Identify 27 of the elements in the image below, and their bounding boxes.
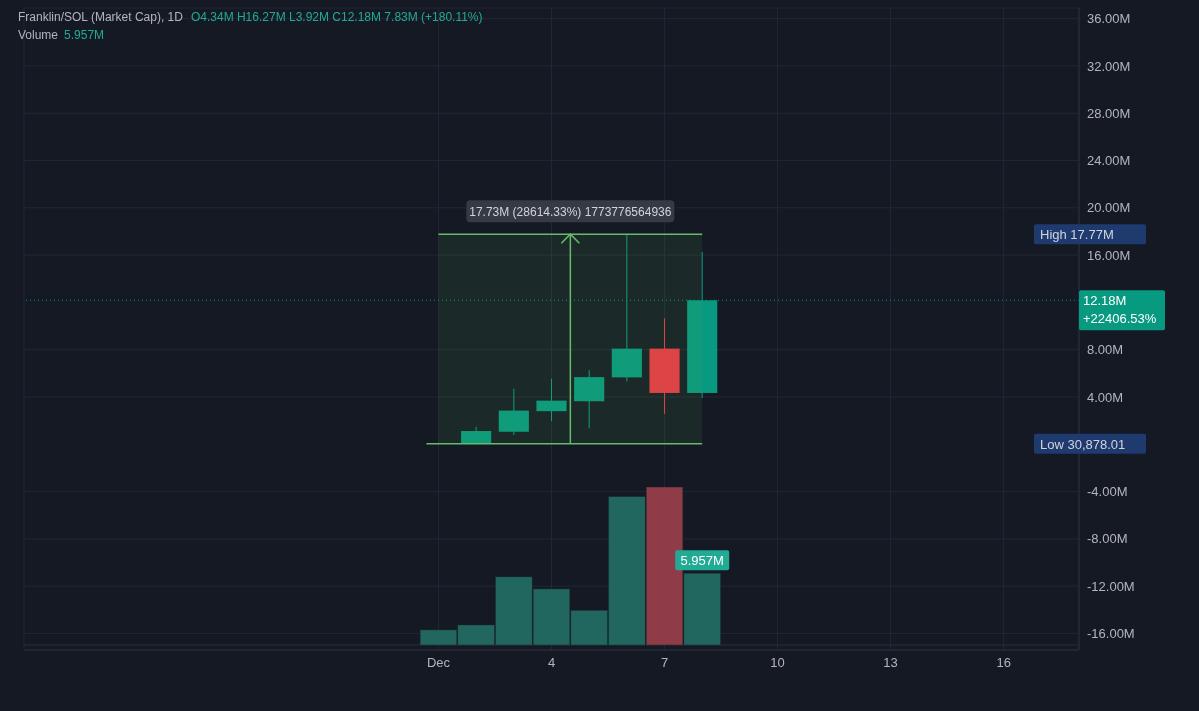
annotation: O4.34M H16.27M L3.92M C12.18M 7.83M (+180.11%) [190, 10, 483, 24]
y-tick-label: 32.00M [1087, 58, 1131, 74]
x-tick-label: 10 [770, 655, 785, 671]
y-tick-label: 24.00M [1087, 153, 1131, 169]
y-tick-label: 28.00M [1087, 105, 1131, 121]
y-tick-label: -12.00M [1087, 578, 1135, 594]
x-tick-label: Dec [426, 655, 451, 671]
ref-line-label: 12.18M +22406.53% [1083, 293, 1157, 327]
x-tick-label: 7 [660, 655, 669, 671]
y-tick-label: -16.00M [1087, 626, 1135, 642]
text: 5.957M [64, 28, 105, 42]
y-tick-label: 8.00M [1087, 342, 1124, 358]
chart-title: Franklin/SOL (Market Cap), 1D [18, 10, 183, 24]
x-tick-label: 16 [996, 655, 1011, 671]
y-tick-label: 20.00M [1087, 200, 1131, 216]
y-tick-label: -4.00M [1087, 484, 1128, 500]
y-tick-label: 16.00M [1087, 247, 1131, 263]
text: Volume [18, 28, 59, 42]
x-tick-label: 4 [547, 655, 556, 671]
y-tick-label: 4.00M [1087, 389, 1124, 405]
data-label: 5.957M [680, 553, 724, 569]
y-tick-label: 36.00M [1087, 11, 1131, 27]
y-tick-label: -8.00M [1087, 531, 1128, 547]
annotation: Low 30,878.01 [1040, 436, 1126, 452]
annotation: High 17.77M [1040, 227, 1114, 243]
annotation: 17.73M (28614.33%) 1773776564936 [469, 205, 672, 220]
x-tick-label: 13 [883, 655, 898, 671]
